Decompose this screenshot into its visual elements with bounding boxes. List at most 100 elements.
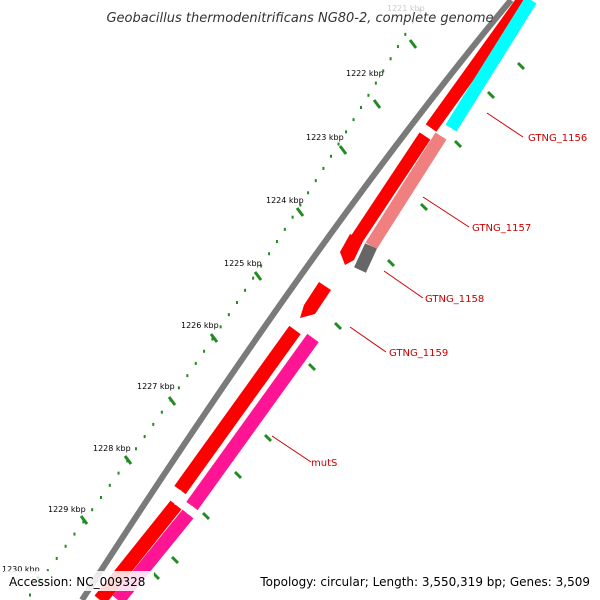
- ruler-dot: [345, 130, 348, 134]
- inner-tick: [486, 90, 496, 100]
- ruler-tick: [372, 99, 382, 109]
- tick-label-1223: 1223 kbp: [306, 133, 344, 142]
- inner-tick: [170, 555, 180, 565]
- inner-tick: [453, 139, 463, 149]
- ruler-dot: [291, 215, 294, 219]
- ruler-dots: [29, 8, 421, 597]
- reverse-strand-track: [112, 0, 537, 600]
- tick-label-1228: 1228 kbp: [93, 444, 131, 453]
- gene-gtng-1158[interactable]: [354, 243, 377, 273]
- label-gtng-1159[interactable]: GTNG_1159: [389, 348, 448, 359]
- ruler-dot: [160, 410, 163, 414]
- ruler-dot: [314, 179, 317, 183]
- ruler-dot: [275, 240, 278, 244]
- ruler-dot: [143, 435, 146, 439]
- ruler-tick: [167, 396, 177, 406]
- gene-label-lines: [271, 112, 524, 463]
- ruler-dot: [322, 166, 325, 170]
- ruler-tick: [123, 455, 133, 465]
- ruler-dot: [82, 520, 85, 524]
- ruler-dot: [299, 203, 302, 207]
- ruler-dot: [91, 508, 94, 512]
- ruler-dot: [55, 556, 58, 560]
- ruler-dot: [211, 337, 214, 341]
- ruler-dot: [186, 374, 189, 378]
- footer-accession: Accession: NC_009328: [9, 575, 145, 589]
- ruler-tick: [408, 39, 418, 49]
- ruler-dot: [260, 264, 263, 268]
- ruler-dot: [268, 252, 271, 256]
- gene-arrow-long[interactable]: [174, 325, 301, 495]
- ruler-dot: [382, 69, 385, 73]
- ruler-dot: [117, 471, 120, 475]
- gene-arrow-top[interactable]: [425, 0, 529, 132]
- ruler-dot: [203, 349, 206, 353]
- ruler-dot: [152, 422, 155, 426]
- ruler-dot: [252, 276, 255, 280]
- inner-tick: [419, 202, 429, 212]
- ruler-dot: [337, 142, 340, 146]
- ruler-dot: [29, 593, 31, 597]
- ruler-dot: [219, 325, 222, 329]
- inner-tick: [516, 61, 526, 71]
- ruler-dot: [134, 447, 137, 451]
- inner-tick: [307, 362, 317, 372]
- ruler-dot: [46, 569, 49, 573]
- ruler-dot: [404, 32, 407, 36]
- ruler-tick: [253, 271, 263, 281]
- footer-accession-bg: [4, 571, 154, 591]
- label-gtng-1157[interactable]: GTNG_1157: [472, 223, 531, 234]
- ruler-dot: [329, 154, 332, 158]
- footer-topology-bg: [256, 571, 596, 591]
- inner-tick: [201, 511, 211, 521]
- label-gtng-1156[interactable]: GTNG_1156: [528, 133, 587, 144]
- ruler-dot: [374, 81, 377, 85]
- ruler-dot: [352, 118, 355, 122]
- gene-muts[interactable]: [186, 333, 319, 511]
- label-muts[interactable]: mutS: [311, 458, 337, 469]
- ruler-dot: [244, 288, 247, 292]
- ruler-dot: [283, 227, 286, 231]
- gene-gtng-1157[interactable]: [365, 132, 447, 250]
- tick-label-1230: 1230 kbp: [2, 565, 40, 574]
- genome-backbone: [79, 0, 514, 600]
- gene-gtng-1156[interactable]: [445, 0, 537, 132]
- label-gtng-1158[interactable]: GTNG_1158: [425, 294, 484, 305]
- ruler-dot: [227, 313, 230, 317]
- tick-label-1222: 1222 kbp: [346, 69, 384, 78]
- ruler-tick: [338, 145, 348, 155]
- ruler-dot: [194, 361, 197, 365]
- ruler-dot: [64, 544, 67, 548]
- ruler-dot: [396, 45, 399, 49]
- ruler-dot: [411, 20, 414, 24]
- ruler-dot: [236, 301, 238, 304]
- ruler-dot: [389, 57, 392, 61]
- tick-label-1221: 1221 kbp: [387, 4, 425, 13]
- kbp-labels: 1221 kbp 1222 kbp 1223 kbp 1224 kbp 1225…: [2, 4, 425, 574]
- gene-arrow-small-2[interactable]: [300, 282, 331, 318]
- inner-tick: [386, 258, 396, 268]
- inner-tick: [333, 321, 343, 331]
- tick-label-1225: 1225 kbp: [224, 259, 262, 268]
- ruler-tick: [209, 333, 219, 343]
- ruler-dot: [177, 386, 180, 390]
- gene-arrow-mid[interactable]: [350, 132, 431, 244]
- ruler-dot: [73, 532, 76, 536]
- ruler-dot: [108, 483, 111, 487]
- ruler-dot: [367, 93, 370, 97]
- tick-label-1224: 1224 kbp: [266, 196, 304, 205]
- ruler-dot: [419, 8, 421, 12]
- ruler-dot: [307, 191, 310, 195]
- tick-label-1226: 1226 kbp: [181, 321, 219, 330]
- ruler-dot: [360, 106, 362, 109]
- ruler-tick: [295, 207, 305, 217]
- ruler-ticks: [35, 39, 418, 585]
- footer-topology: Topology: circular; Length: 3,550,319 bp…: [259, 575, 590, 589]
- inner-tick: [263, 433, 273, 443]
- map-title: Geobacillus thermodenitrificans NG80-2, …: [106, 11, 493, 26]
- inner-ticks: [151, 61, 526, 581]
- gene-arrow-small[interactable]: [340, 234, 363, 265]
- inner-tick: [233, 470, 243, 480]
- ruler-dot: [100, 496, 102, 499]
